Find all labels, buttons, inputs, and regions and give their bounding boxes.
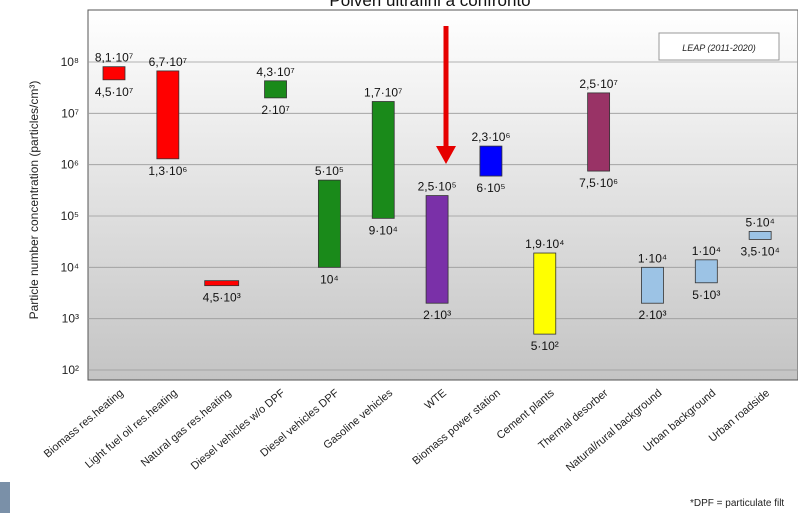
y-tick-label: 10⁶ [61,158,79,172]
page-title: Polveri ultrafini a confronto [329,0,531,10]
range-bar [156,70,180,160]
range-bar [371,101,395,219]
y-tick-label: 10³ [62,312,79,326]
bar-high-label: 2,5·10⁷ [579,77,617,91]
bar-high-label: 2,3·10⁶ [471,130,510,144]
y-axis-label: Particle number concentration (particles… [27,81,41,320]
x-tick-label: Biomass power station [410,387,502,467]
legend-box [658,32,780,61]
bar-low-label: 6·10⁵ [476,181,505,195]
x-tick-label: Diesel vehicles w/o DPF [189,387,288,473]
bar-high-label: 1,7·10⁷ [364,86,402,100]
range-bar [748,231,772,240]
gridlines [88,61,798,371]
range-bar [641,266,664,304]
x-tick-label: Light fuel oil res.heating [83,387,180,471]
bar-high-label: 2,5·10⁵ [418,180,457,194]
bar-low-label: 4,5·10⁷ [95,85,133,99]
y-tick-labels: 10² 10³ 10⁴ 10⁵ 10⁶ 10⁷ 10⁸ [60,55,79,377]
plot-area [87,9,798,381]
y-tick-label: 10⁷ [61,106,79,120]
x-tick-label: Natural gas res.heating [139,387,234,469]
bar-low-label: 2·10³ [423,308,451,322]
legend-text: LEAP (2011-2020) [682,43,756,53]
range-bar [479,145,503,177]
bar-low-label: 5·10² [531,339,559,353]
bar-low-label: 2·10⁷ [261,103,289,117]
bar-high-label: 1·10⁴ [638,251,667,265]
side-decoration [0,482,10,513]
bar-low-label: 7,5·10⁶ [579,176,618,190]
bar-high-label: 4,3·10⁷ [256,65,294,79]
range-bar [204,280,240,287]
bar-low-label: 4,5·10³ [203,291,241,305]
bar-low-label: 3,5·10⁴ [741,244,780,258]
bar-high-label: 5·10⁴ [746,215,775,229]
range-bar [587,92,611,172]
bar-low-label: 1,3·10⁶ [148,164,187,178]
range-bar [694,259,718,284]
bar-high-label: 1,9·10⁴ [525,237,564,251]
range-bars [102,66,772,335]
range-bar [102,66,126,81]
range-bar [317,179,341,268]
x-tick-label: Natural/rural background [564,387,664,474]
y-tick-label: 10⁴ [60,260,79,274]
range-bar [533,252,557,335]
bar-high-label: 5·10⁵ [315,164,344,178]
bar-high-label: 6,7·10⁷ [149,55,187,69]
range-bar [264,80,287,99]
y-tick-label: 10⁸ [61,55,79,69]
y-tick-label: 10⁵ [61,209,79,223]
bar-high-label: 1·10⁴ [692,244,721,258]
footnote: *DPF = particulate filt [690,498,785,509]
bar-low-label: 9·10⁴ [369,223,398,237]
red-arrow-annotation [436,26,456,164]
value-labels: 8,1·10⁷ 4,5·10⁷ 6,7·10⁷ 1,3·10⁶ 4,5·10³ 4,3·1… [95,51,780,353]
bar-low-label: 2·10³ [638,308,666,322]
y-tick-label: 10² [62,363,79,377]
bar-low-label: 10⁴ [320,272,339,286]
bar-low-label: 5·10³ [692,288,720,302]
bar-high-label: 8,1·10⁷ [95,51,133,65]
range-bar [425,195,449,304]
x-tick-label: WTE [423,387,449,412]
